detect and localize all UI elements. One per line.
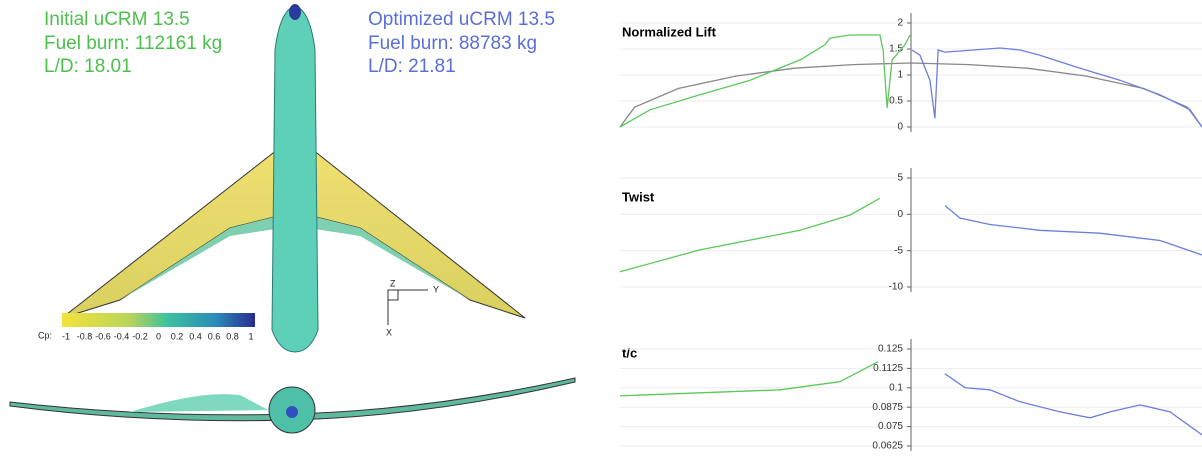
chart-title: Normalized Lift bbox=[622, 24, 717, 39]
page: Cp: -1 -0.8-0.6-0.4-0.2 0 0.2 0.4 0.6 0.8 1 Y Z… bbox=[0, 0, 1202, 457]
y-tick-label: 0.5 bbox=[889, 96, 903, 107]
y-tick-label: -10 bbox=[889, 282, 904, 293]
colorbar-tick-label: 0.2 bbox=[171, 331, 184, 341]
triad-label: Z bbox=[390, 278, 396, 288]
chart-title: Twist bbox=[622, 189, 655, 204]
figure: Cp: -1 -0.8-0.6-0.4-0.2 0 0.2 0.4 0.6 0.8 1 Y Z… bbox=[0, 0, 1202, 452]
series-line bbox=[912, 48, 1202, 127]
colorbar-tick-label: 0 bbox=[156, 331, 161, 341]
optimized-title: Optimized uCRM 13.5 bbox=[368, 9, 555, 30]
y-tick-label: 0.0625 bbox=[872, 441, 903, 452]
initial-title: Initial uCRM 13.5 bbox=[44, 9, 190, 30]
initial-fuel: Fuel burn: 112161 kg bbox=[44, 33, 222, 54]
triad-label: X bbox=[386, 327, 392, 337]
colorbar-tick-label: -0.4 bbox=[114, 331, 130, 341]
y-tick-label: 0.075 bbox=[878, 421, 903, 432]
colorbar bbox=[62, 313, 255, 327]
y-tick-label: -5 bbox=[894, 245, 903, 256]
colorbar-tick-label: -0.2 bbox=[132, 331, 148, 341]
axes-triad bbox=[388, 290, 428, 325]
y-tick-label: 0.1 bbox=[889, 382, 903, 393]
colorbar-tick-label: -0.6 bbox=[95, 331, 111, 341]
colorbar-tick-label: 0.4 bbox=[189, 331, 202, 341]
initial-ld: L/D: 18.01 bbox=[44, 56, 132, 77]
colorbar-tick-label: 0.8 bbox=[226, 331, 239, 341]
optimized-fuel: Fuel burn: 88783 kg bbox=[368, 33, 537, 54]
optimized-ld: L/D: 21.81 bbox=[368, 56, 456, 77]
series-line bbox=[620, 198, 880, 271]
colorbar-ticks: -1 -0.8-0.6-0.4-0.2 0 0.2 0.4 0.6 0.8 1 bbox=[62, 331, 254, 341]
colorbar-tick-label: 1 bbox=[248, 331, 253, 341]
colorbar-label: Cp: bbox=[38, 330, 52, 340]
y-tick-label: 2 bbox=[897, 18, 903, 29]
colorbar-tick-label: 0.6 bbox=[208, 331, 221, 341]
colorbar-tick-label: -1 bbox=[62, 331, 70, 341]
y-tick-label: 0.125 bbox=[878, 344, 903, 355]
series-line bbox=[945, 206, 1202, 255]
series-line bbox=[620, 362, 878, 396]
aircraft-front-view bbox=[10, 378, 575, 433]
y-tick-label: 0.0875 bbox=[872, 402, 903, 413]
y-tick-label: 5 bbox=[897, 173, 903, 184]
y-tick-label: 0 bbox=[897, 122, 903, 133]
colorbar-tick-label: -0.8 bbox=[77, 331, 93, 341]
chart-title: t/c bbox=[622, 345, 637, 360]
series-line bbox=[945, 374, 1202, 435]
triad-label: Y bbox=[433, 284, 439, 294]
y-tick-label: 0.1125 bbox=[873, 363, 903, 374]
y-tick-label: 0 bbox=[897, 209, 903, 220]
y-tick-label: 1 bbox=[897, 70, 903, 81]
